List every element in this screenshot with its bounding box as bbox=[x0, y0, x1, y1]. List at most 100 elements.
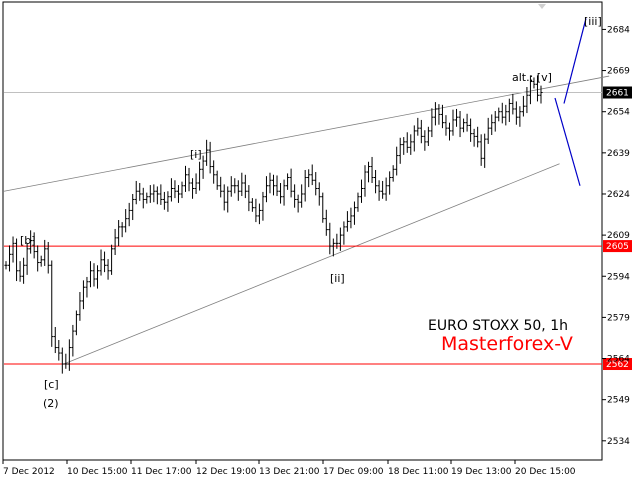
ohlc-bar bbox=[109, 244, 114, 275]
ohlc-bar bbox=[370, 156, 374, 184]
trend-channel bbox=[3, 75, 610, 365]
ohlc-bar bbox=[356, 192, 360, 212]
x-tick-label: 13 Dec 21:00 bbox=[259, 467, 320, 477]
ohlc-bar bbox=[511, 93, 515, 115]
ohlc-bar bbox=[208, 141, 212, 174]
ohlc-bar bbox=[469, 118, 473, 142]
ohlc-bar bbox=[39, 255, 43, 267]
ohlc-bar bbox=[88, 261, 93, 288]
ohlc-bar bbox=[409, 134, 413, 155]
ohlc-bar bbox=[321, 192, 325, 223]
x-tick-label: 17 Dec 09:00 bbox=[323, 467, 384, 477]
ohlc-bar bbox=[416, 117, 420, 136]
wave-label: [b] bbox=[20, 234, 36, 247]
ohlc-bar bbox=[102, 251, 107, 273]
ohlc-bar bbox=[271, 174, 276, 196]
ohlc-bar bbox=[359, 179, 364, 203]
ohlc-bar bbox=[134, 180, 138, 205]
ohlc-bar bbox=[53, 326, 57, 354]
ohlc-bar bbox=[180, 181, 184, 199]
ohlc-bar bbox=[483, 133, 487, 168]
ohlc-bar bbox=[314, 172, 318, 196]
ohlc-bar bbox=[465, 113, 469, 132]
ohlc-bar bbox=[50, 260, 54, 347]
ohlc-bar bbox=[131, 193, 135, 221]
ohlc-bar bbox=[169, 178, 174, 202]
ohlc-bar bbox=[254, 198, 258, 223]
ohlc-bar bbox=[264, 176, 269, 203]
ohlc-bar bbox=[447, 122, 452, 141]
ohlc-bar bbox=[504, 104, 508, 126]
ohlc-bar bbox=[451, 109, 455, 136]
ohlc-bar bbox=[243, 174, 247, 199]
ohlc-bar bbox=[261, 191, 265, 221]
ohlc-bar bbox=[215, 170, 219, 190]
chart-title: EURO STOXX 50, 1h bbox=[428, 318, 568, 334]
ohlc-bar bbox=[426, 126, 430, 146]
ohlc-bar bbox=[525, 87, 529, 114]
ohlc-bar bbox=[461, 118, 466, 133]
level-price-label: 2661 bbox=[606, 89, 629, 99]
ohlc-bar bbox=[331, 238, 335, 257]
ohlc-bar bbox=[528, 75, 533, 105]
ohlc-bar bbox=[201, 155, 205, 179]
ohlc-bar bbox=[352, 201, 357, 225]
wave-label: [iii] bbox=[584, 15, 602, 28]
level-price-tag bbox=[603, 240, 632, 253]
level-price-tag bbox=[603, 86, 632, 99]
ohlc-bar bbox=[124, 209, 128, 233]
ohlc-bar bbox=[173, 180, 177, 199]
ohlc-bar bbox=[127, 202, 131, 227]
ohlc-bar bbox=[152, 184, 156, 203]
ohlc-bar bbox=[219, 176, 223, 198]
ohlc-bar bbox=[166, 191, 170, 212]
ohlc-bar bbox=[289, 168, 293, 198]
ohlc-bar bbox=[479, 134, 483, 166]
ohlc-bar bbox=[194, 173, 198, 194]
ohlc-bar bbox=[32, 232, 36, 259]
ohlc-bar bbox=[338, 227, 342, 251]
ohlc-bar bbox=[71, 324, 75, 357]
ohlc-bar bbox=[476, 126, 480, 148]
ohlc-bar bbox=[205, 139, 209, 166]
ohlc-bar bbox=[303, 169, 307, 202]
ohlc-bar bbox=[507, 98, 511, 122]
ohlc-bar bbox=[490, 114, 494, 136]
ohlc-bar bbox=[145, 192, 149, 204]
y-tick-label: 2654 bbox=[607, 108, 630, 118]
y-tick-label: 2609 bbox=[607, 231, 630, 241]
x-tick-label: 10 Dec 15:00 bbox=[67, 467, 128, 477]
ohlc-bar bbox=[78, 292, 82, 321]
ohlc-bar bbox=[85, 276, 89, 298]
wave-label: [c] bbox=[44, 378, 59, 391]
x-tick-label: 12 Dec 19:00 bbox=[196, 467, 257, 477]
ohlc-bar bbox=[247, 185, 251, 212]
ohlc-bar bbox=[120, 222, 124, 238]
forecast-lines bbox=[554, 18, 587, 186]
ohlc-bar bbox=[18, 261, 22, 282]
x-axis-ticks: 7 Dec 2012 10 Dec 15:00 11 Dec 17:00 12 Dec… bbox=[2, 460, 576, 477]
ohlc-bar bbox=[117, 220, 121, 247]
ohlc-bar bbox=[381, 180, 385, 199]
ohlc-bar bbox=[335, 233, 339, 249]
level-price-label: 2562 bbox=[606, 360, 629, 370]
y-tick-label: 2534 bbox=[607, 437, 630, 447]
level-price-label: 2605 bbox=[606, 242, 629, 252]
y-tick-label: 2564 bbox=[607, 355, 630, 365]
forecast-up-line bbox=[563, 18, 587, 104]
ohlc-bar bbox=[138, 183, 142, 201]
ohlc-bar bbox=[419, 119, 423, 144]
ohlc-bar bbox=[486, 117, 490, 144]
y-tick-label: 2639 bbox=[607, 149, 630, 159]
ohlc-bar bbox=[373, 169, 378, 194]
ohlc-bar bbox=[240, 172, 244, 197]
ohlc-bar bbox=[74, 310, 78, 336]
ohlc-bar bbox=[500, 102, 504, 124]
ohlc-bar bbox=[514, 101, 518, 125]
ohlc-bar bbox=[398, 137, 402, 164]
ohlc-bar bbox=[521, 95, 526, 117]
ohlc-bar bbox=[472, 128, 476, 147]
ohlc-bar bbox=[405, 132, 409, 153]
ohlc-bar bbox=[310, 164, 314, 186]
ohlc-bar bbox=[11, 236, 15, 263]
